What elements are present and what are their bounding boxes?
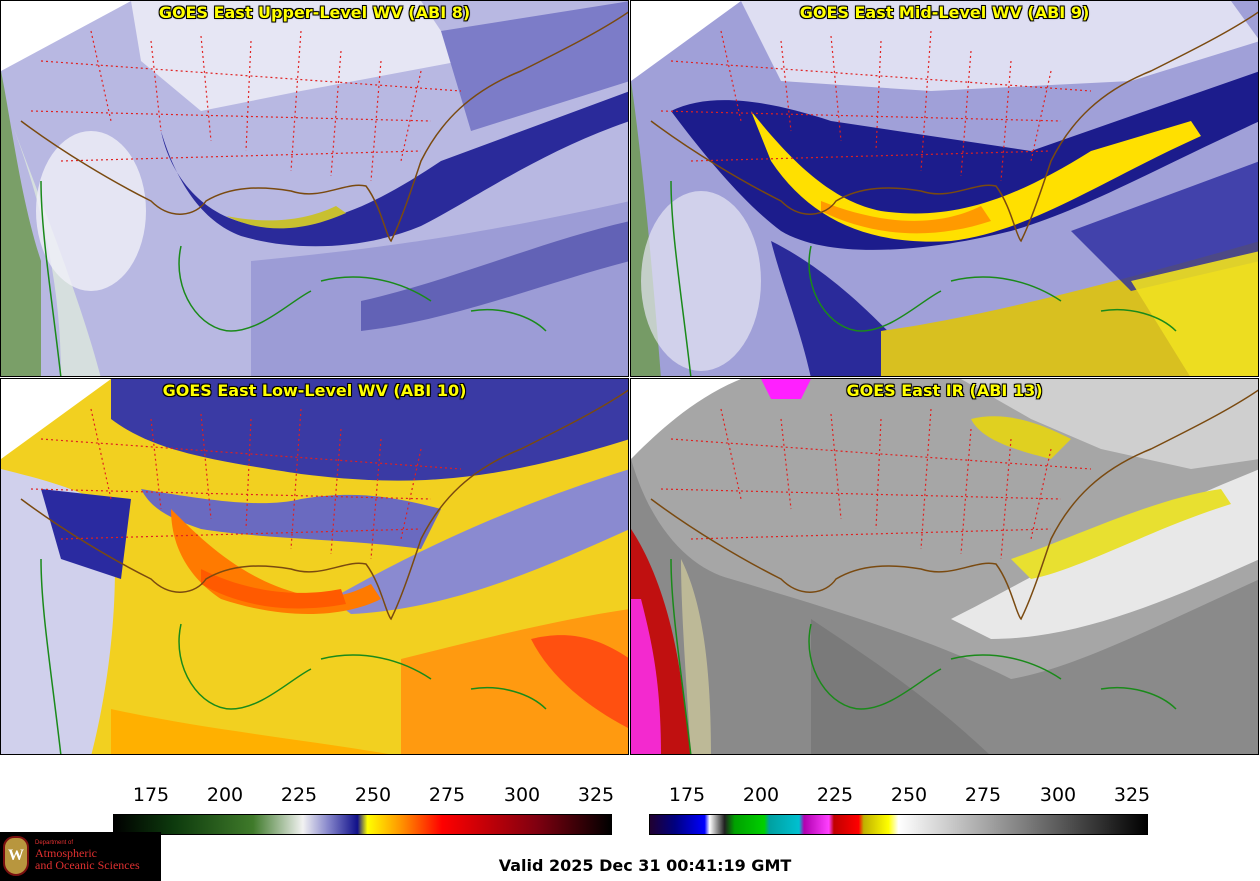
wv-tick-label: 325 <box>577 784 615 806</box>
low-level-wv-image <box>1 379 628 754</box>
ir-tick-label: 175 <box>668 784 706 806</box>
panel-title: GOES East Mid-Level WV (ABI 9) <box>799 3 1090 22</box>
upper-level-wv-image <box>1 1 628 376</box>
panel-upper-level-wv: GOES East Upper-Level WV (ABI 8) <box>0 0 629 377</box>
logo-line-2: Atmospheric <box>35 846 97 860</box>
panel-title: GOES East Low-Level WV (ABI 10) <box>162 381 467 400</box>
mid-level-wv-image <box>631 1 1258 376</box>
uw-seal-icon: W <box>3 836 29 876</box>
wv-colorbar-ticks: 175 200 225 250 275 300 325 <box>113 784 615 814</box>
ir-tick-label: 300 <box>1039 784 1077 806</box>
ir-tick-label: 325 <box>1113 784 1151 806</box>
panel-title: GOES East IR (ABI 13) <box>846 381 1043 400</box>
ir-tick-label: 250 <box>890 784 928 806</box>
ir-tick-label: 275 <box>964 784 1002 806</box>
ir-tick-label: 225 <box>816 784 854 806</box>
ir-tick-label: 200 <box>742 784 780 806</box>
wv-tick-label: 275 <box>428 784 466 806</box>
logo-line-3: and Oceanic Sciences <box>35 858 140 872</box>
panel-low-level-wv: GOES East Low-Level WV (ABI 10) <box>0 378 629 755</box>
wv-tick-label: 225 <box>280 784 318 806</box>
valid-time: Valid 2025 Dec 31 00:41:19 GMT <box>498 856 792 875</box>
aos-logo: W Department of Atmospheric and Oceanic … <box>0 832 161 881</box>
logo-line-1: Department of <box>35 840 74 846</box>
wv-tick-label: 250 <box>354 784 392 806</box>
wv-colorbar <box>113 814 612 835</box>
wv-tick-label: 175 <box>132 784 170 806</box>
panel-ir: GOES East IR (ABI 13) <box>630 378 1259 755</box>
wv-tick-label: 200 <box>206 784 244 806</box>
panel-title: GOES East Upper-Level WV (ABI 8) <box>158 3 471 22</box>
seal-letter: W <box>8 847 24 864</box>
ir-colorbar <box>649 814 1148 835</box>
wv-tick-label: 300 <box>503 784 541 806</box>
ir-colorbar-ticks: 175 200 225 250 275 300 325 <box>649 784 1151 814</box>
ir-image <box>631 379 1258 754</box>
panel-mid-level-wv: GOES East Mid-Level WV (ABI 9) <box>630 0 1259 377</box>
